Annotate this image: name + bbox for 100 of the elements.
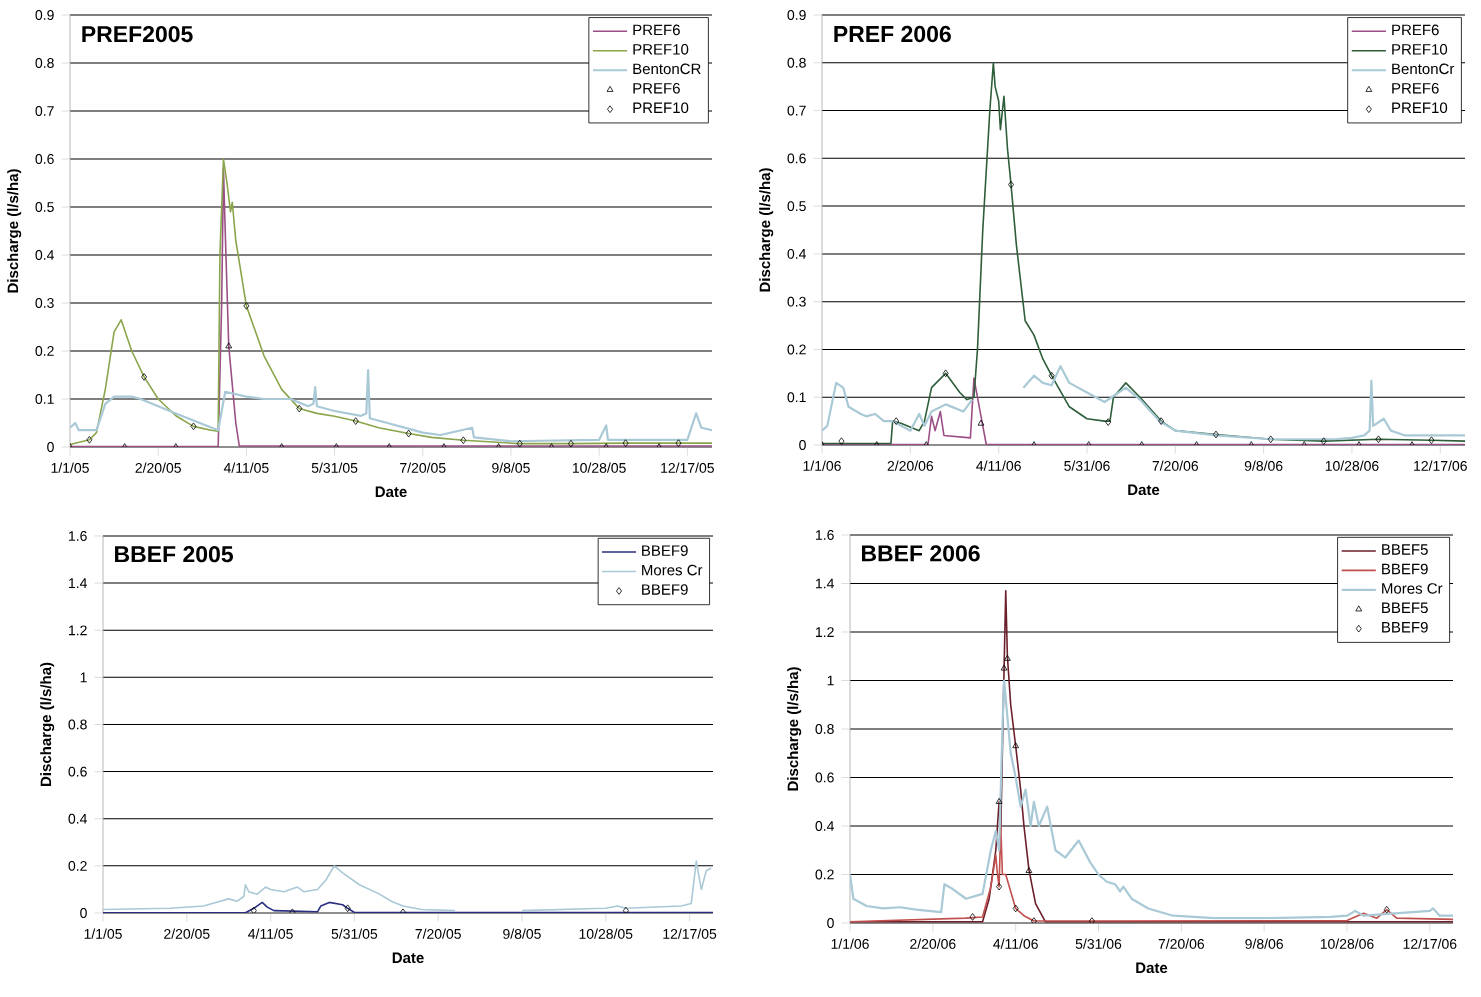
x-tick-label: 12/17/06 (1403, 938, 1457, 949)
legend-label: PREF10 (1392, 102, 1448, 114)
y-tick-label: 0.4 (35, 250, 54, 260)
legend-label: PREF10 (633, 102, 689, 114)
point (141, 373, 148, 381)
y-tick-label: 0.6 (68, 766, 87, 777)
x-tick-label: 9/8/05 (492, 462, 530, 473)
y-tick-label: 0.1 (35, 394, 54, 404)
point (296, 404, 303, 413)
x-tick-label: 1/1/06 (803, 460, 841, 471)
y-tick-label: 0.7 (35, 106, 54, 116)
point (190, 422, 197, 431)
x-tick-label: 5/31/05 (331, 928, 378, 939)
legend-label: PREF6 (633, 24, 680, 36)
legend-label: PREF10 (1392, 44, 1448, 55)
point (893, 417, 900, 425)
y-tick-label: 0.2 (35, 346, 54, 356)
y-tick-label: 0.5 (787, 201, 806, 212)
point (1383, 905, 1390, 914)
y-tick-label: 0 (799, 440, 806, 450)
x-tick-label: 2/20/06 (910, 938, 956, 949)
x-tick-label: 9/8/06 (1245, 938, 1283, 949)
legend-label: BBEF9 (642, 545, 688, 556)
legend-label: PREF10 (633, 44, 689, 55)
point (225, 342, 233, 349)
x-tick-label: 5/31/06 (1075, 938, 1122, 949)
point (1158, 417, 1165, 425)
y-tick-label: 1.4 (69, 578, 87, 588)
x-axis-title: Date (1128, 484, 1160, 496)
point (243, 302, 250, 310)
y-tick-label: 0.8 (35, 58, 54, 68)
chart-title: PREF2005 (82, 25, 193, 43)
legend-label: Mores Cr (1382, 583, 1443, 594)
x-axis-title: Date (392, 952, 424, 964)
y-tick-label: 1 (827, 675, 834, 686)
point (969, 913, 976, 921)
y-tick-label: 0 (47, 442, 54, 452)
x-axis-title: Date (1136, 962, 1168, 974)
point (1048, 371, 1055, 380)
y-axis-title: Discharge (l/s/ha) (787, 667, 802, 791)
point (460, 436, 467, 445)
point (1320, 437, 1327, 445)
x-tick-label: 5/31/05 (311, 462, 358, 473)
x-tick-label: 10/28/06 (1320, 938, 1374, 949)
x-tick-label: 4/11/06 (976, 460, 1021, 471)
y-tick-label: 0.2 (787, 344, 806, 355)
y-tick-label: 1.2 (69, 625, 87, 636)
point (995, 797, 1003, 804)
y-tick-label: 0.8 (787, 57, 806, 68)
x-tick-label: 4/11/05 (223, 462, 269, 473)
x-axis-title: Date (375, 486, 407, 498)
x-tick-label: 1/1/06 (831, 938, 869, 949)
y-tick-label: 1.6 (69, 531, 87, 541)
x-tick-label: 7/20/06 (1158, 938, 1205, 949)
point (1012, 904, 1019, 913)
legend-label: PREF6 (633, 82, 680, 94)
y-tick-label: 0.6 (35, 154, 54, 164)
legend-label: BBEF9 (1382, 563, 1428, 575)
y-tick-label: 1.6 (816, 530, 834, 540)
legend-label: PREF6 (1392, 82, 1439, 94)
legend-label: BBEF9 (1382, 621, 1428, 633)
legend-label: Mores Cr (642, 564, 703, 576)
point (1267, 435, 1274, 444)
x-tick-label: 12/17/06 (1414, 460, 1467, 471)
x-tick-label: 4/11/05 (248, 928, 293, 939)
point (838, 437, 845, 445)
point (567, 439, 574, 447)
y-tick-label: 0.3 (35, 298, 54, 308)
point (1375, 435, 1382, 444)
y-tick-label: 0.4 (815, 821, 834, 831)
y-tick-label: 1.4 (816, 578, 834, 589)
chart-title: BBEF 2005 (115, 546, 233, 563)
point (1025, 867, 1033, 873)
y-tick-label: 0.1 (787, 392, 806, 403)
x-tick-label: 12/17/05 (663, 928, 717, 939)
point (405, 429, 412, 438)
x-tick-label: 7/20/05 (415, 928, 461, 939)
y-tick-label: 0.2 (815, 869, 834, 880)
y-tick-label: 0.4 (68, 813, 87, 824)
x-tick-label: 12/17/05 (661, 462, 714, 473)
y-tick-label: 0.2 (68, 860, 87, 871)
point (352, 417, 359, 425)
point (942, 369, 949, 378)
line-series (70, 369, 713, 443)
point (1030, 917, 1037, 923)
y-tick-label: 0.6 (787, 153, 806, 164)
x-tick-label: 9/8/06 (1244, 460, 1283, 471)
y-tick-label: 1.2 (816, 627, 834, 637)
x-tick-label: 10/28/05 (579, 928, 633, 939)
y-tick-label: 0.8 (68, 719, 87, 730)
y-tick-label: 0.9 (35, 10, 54, 20)
y-tick-label: 0.4 (787, 248, 806, 259)
point (86, 435, 93, 444)
x-tick-label: 4/11/06 (993, 938, 1038, 949)
x-tick-label: 10/28/05 (572, 462, 626, 473)
y-tick-label: 0 (80, 908, 87, 918)
legend-label: PREF6 (1392, 24, 1439, 36)
point (675, 439, 682, 447)
point (1004, 654, 1011, 661)
x-tick-label: 10/28/06 (1325, 460, 1379, 471)
